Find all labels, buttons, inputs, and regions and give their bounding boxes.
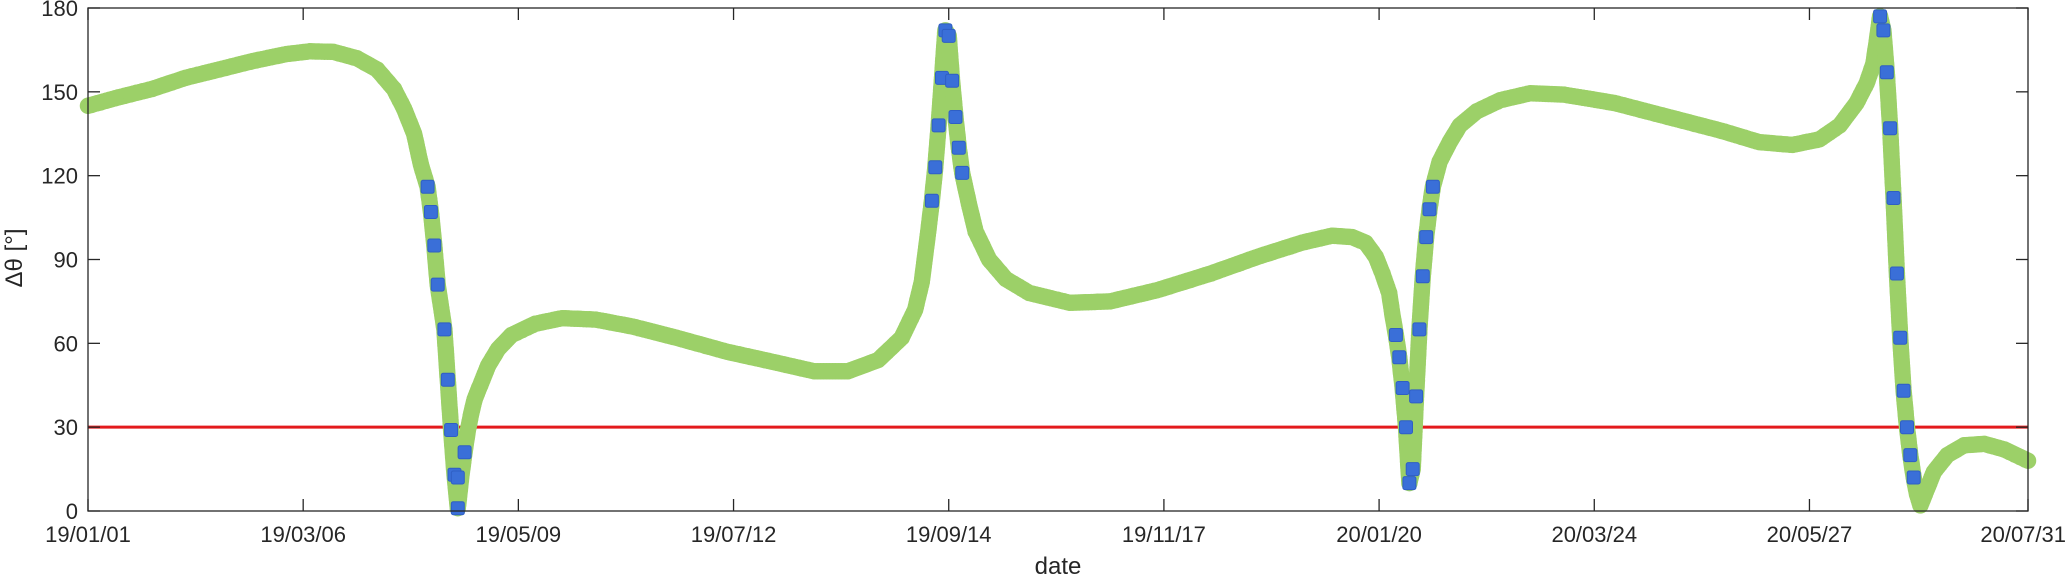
data-point-square (931, 118, 946, 133)
x-tick-label: 20/01/20 (1336, 522, 1422, 547)
data-point-square (457, 445, 472, 460)
y-tick-label: 30 (54, 415, 78, 440)
data-point-square (1876, 23, 1891, 38)
x-tick-label: 20/03/24 (1551, 522, 1637, 547)
data-point-square (941, 28, 956, 43)
y-tick-label: 150 (41, 80, 78, 105)
data-point-square (1879, 65, 1894, 80)
data-point-square (1392, 350, 1407, 365)
data-point-square (1883, 121, 1898, 136)
data-point-square (1893, 330, 1908, 345)
data-point-square (1402, 476, 1417, 491)
x-tick-label: 19/01/01 (45, 522, 131, 547)
data-point-square (427, 238, 442, 253)
data-point-square (928, 160, 943, 175)
data-point-square (1409, 389, 1424, 404)
data-point-square (1422, 202, 1437, 217)
x-tick-label: 19/11/17 (1122, 522, 1206, 547)
y-tick-label: 90 (54, 248, 78, 273)
data-point-square (1399, 420, 1413, 435)
data-point-square (1419, 230, 1434, 245)
data-point-square (955, 165, 970, 180)
data-point-square (951, 140, 966, 155)
data-point-square (1896, 383, 1911, 398)
data-point-square (437, 322, 452, 337)
data-point-square (420, 179, 435, 194)
data-point-square (924, 193, 939, 208)
data-point-square (1900, 420, 1914, 435)
y-tick-label: 0 (66, 499, 78, 524)
x-tick-label: 19/05/09 (476, 522, 562, 547)
data-point-square (1873, 9, 1888, 24)
data-point-square (1395, 381, 1410, 395)
data-point-square (1906, 470, 1921, 485)
x-tick-label: 20/07/31 (1980, 522, 2066, 547)
x-tick-label: 19/07/12 (691, 522, 777, 547)
data-point-square (450, 470, 465, 485)
data-point-square (1903, 448, 1918, 463)
y-tick-label: 180 (41, 0, 78, 21)
x-tick-label: 19/09/14 (906, 522, 992, 547)
data-point-square (444, 423, 459, 437)
data-point-square (430, 277, 445, 292)
data-point-square (423, 205, 438, 219)
data-point-square (1415, 269, 1430, 284)
data-point-square (1405, 462, 1420, 477)
y-tick-label: 60 (54, 331, 78, 356)
data-point-square (1412, 322, 1427, 337)
y-axis-label: Δθ [°] (1, 229, 28, 288)
data-point-square (1886, 191, 1901, 205)
data-point-square (945, 73, 960, 88)
y-axis-ticks: 0 30 60 90 120 150 180 (41, 0, 2028, 524)
data-point-square (440, 372, 455, 387)
series-layer (79, 8, 2037, 517)
x-axis-label: date (1035, 553, 1082, 580)
y-tick-label: 120 (41, 164, 78, 189)
data-point-square (948, 110, 963, 124)
data-point-square (1425, 179, 1440, 194)
x-tick-label: 19/03/06 (260, 522, 346, 547)
data-point-square (1388, 328, 1403, 342)
data-point-square (1889, 266, 1904, 281)
x-tick-label: 20/05/27 (1767, 522, 1853, 547)
data-point-square (450, 501, 465, 516)
x-axis-ticks: 19/01/01 19/03/06 19/05/09 19/07/12 19/09/14… (45, 8, 2066, 547)
